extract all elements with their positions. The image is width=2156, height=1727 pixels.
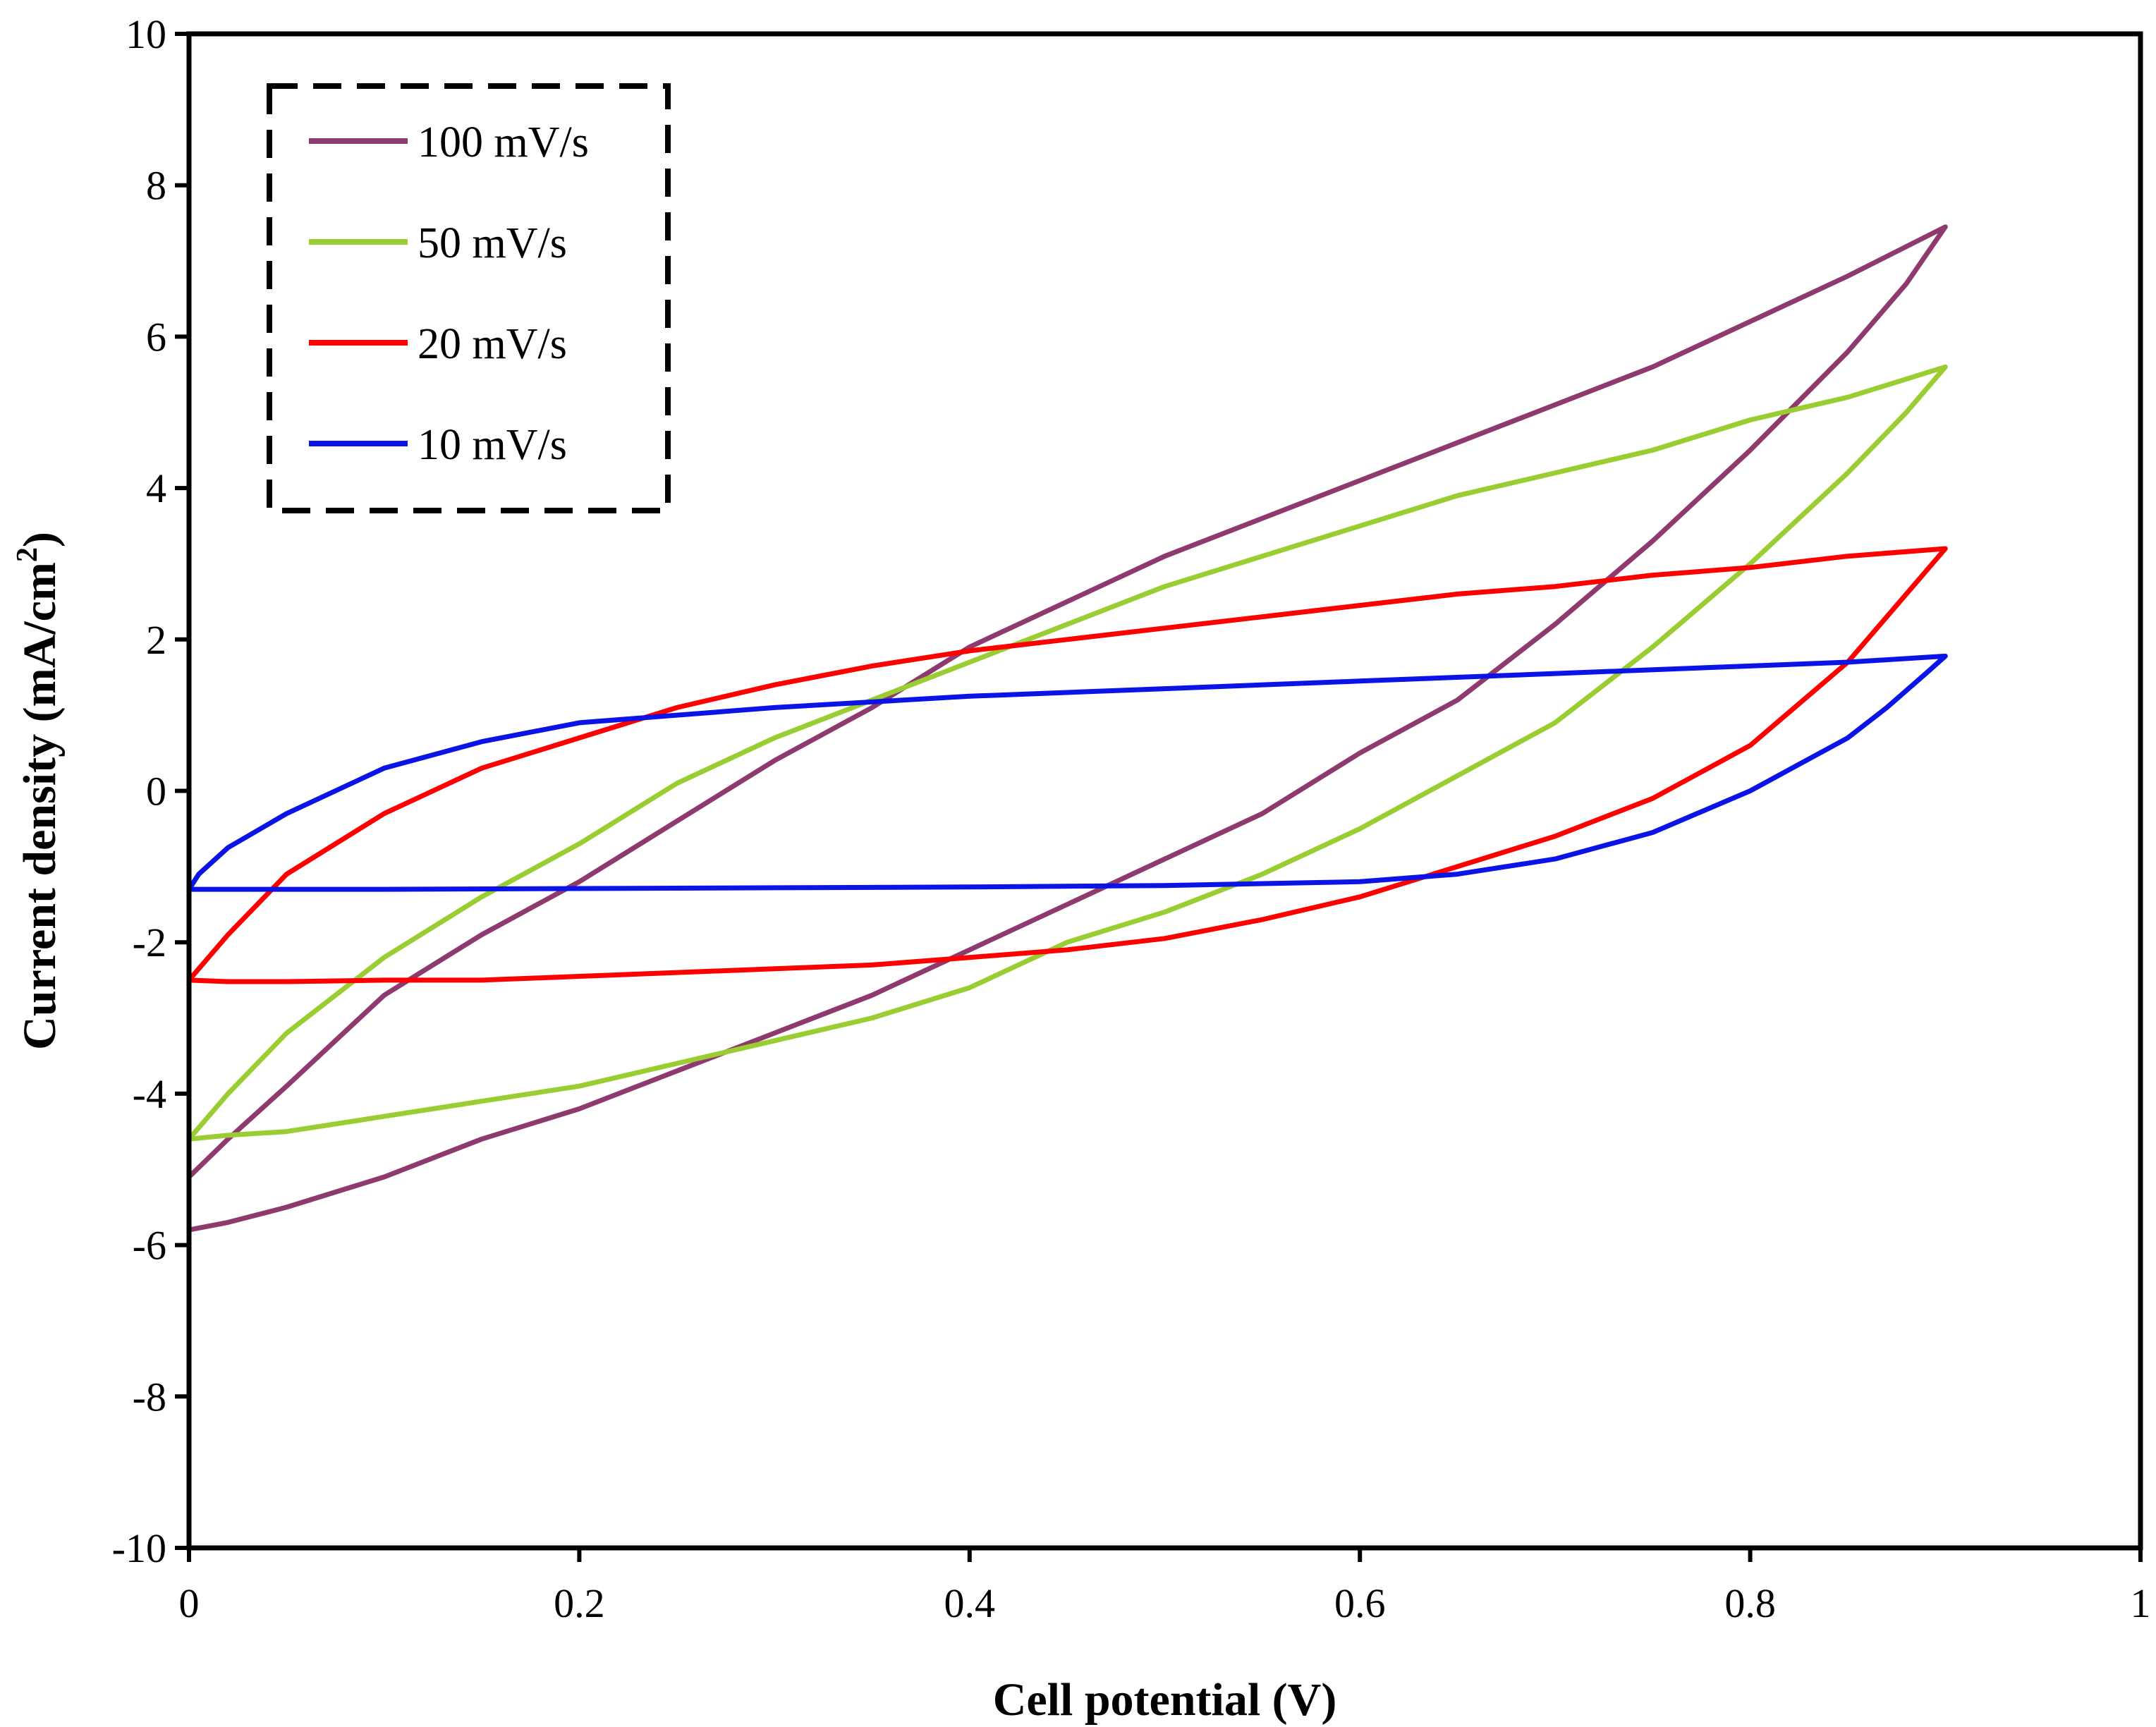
- x-tick-label: 0.4: [944, 1580, 996, 1626]
- legend-label-4: 10 mV/s: [418, 421, 567, 469]
- legend-label-3: 20 mV/s: [418, 320, 567, 368]
- series-line-2: [187, 364, 1948, 1142]
- y-tick-label: -8: [133, 1374, 166, 1420]
- y-axis-title: Current density (mA/cm2): [11, 532, 66, 1050]
- y-tick-label: 8: [146, 163, 166, 209]
- y-axis-title-main: Current density (mA/cm: [14, 562, 66, 1050]
- y-tick-label: -6: [133, 1223, 166, 1269]
- y-axis-title-close: ): [14, 532, 66, 547]
- y-tick-label: 6: [146, 314, 166, 360]
- y-tick-label: 2: [146, 617, 166, 663]
- y-tick-label: -2: [133, 920, 166, 965]
- x-tick-label: 1: [2131, 1580, 2151, 1626]
- series-line-4: [187, 653, 1948, 892]
- y-tick-label: 0: [146, 769, 166, 814]
- y-tick-label: -10: [112, 1525, 166, 1571]
- x-tick-label: 0: [179, 1580, 200, 1626]
- legend-box: [267, 83, 671, 513]
- x-tick-label: 0.8: [1724, 1580, 1776, 1626]
- y-tick-label: -4: [133, 1071, 166, 1117]
- x-tick-label: 0.2: [554, 1580, 605, 1626]
- y-axis-title-superscript: 2: [11, 547, 44, 562]
- x-axis-title: Cell potential (V): [993, 1674, 1337, 1726]
- series-line-1: [186, 224, 1948, 1233]
- x-tick-label: 0.6: [1334, 1580, 1386, 1626]
- legend-label-1: 100 mV/s: [418, 118, 589, 166]
- y-tick-label: 4: [146, 465, 166, 511]
- series-layer: [186, 224, 1948, 1233]
- series-line-3: [187, 546, 1948, 984]
- legend-label-2: 50 mV/s: [418, 219, 567, 267]
- axes-layer: -10 -8 -6 -4 -2 0 2 4 6 8 10 0 0.2 0.4 0.6 0.8 1: [112, 11, 2151, 1626]
- legend: 100 mV/s 50 mV/s 20 mV/s 10 mV/s: [267, 83, 671, 513]
- y-tick-label: 10: [126, 11, 166, 57]
